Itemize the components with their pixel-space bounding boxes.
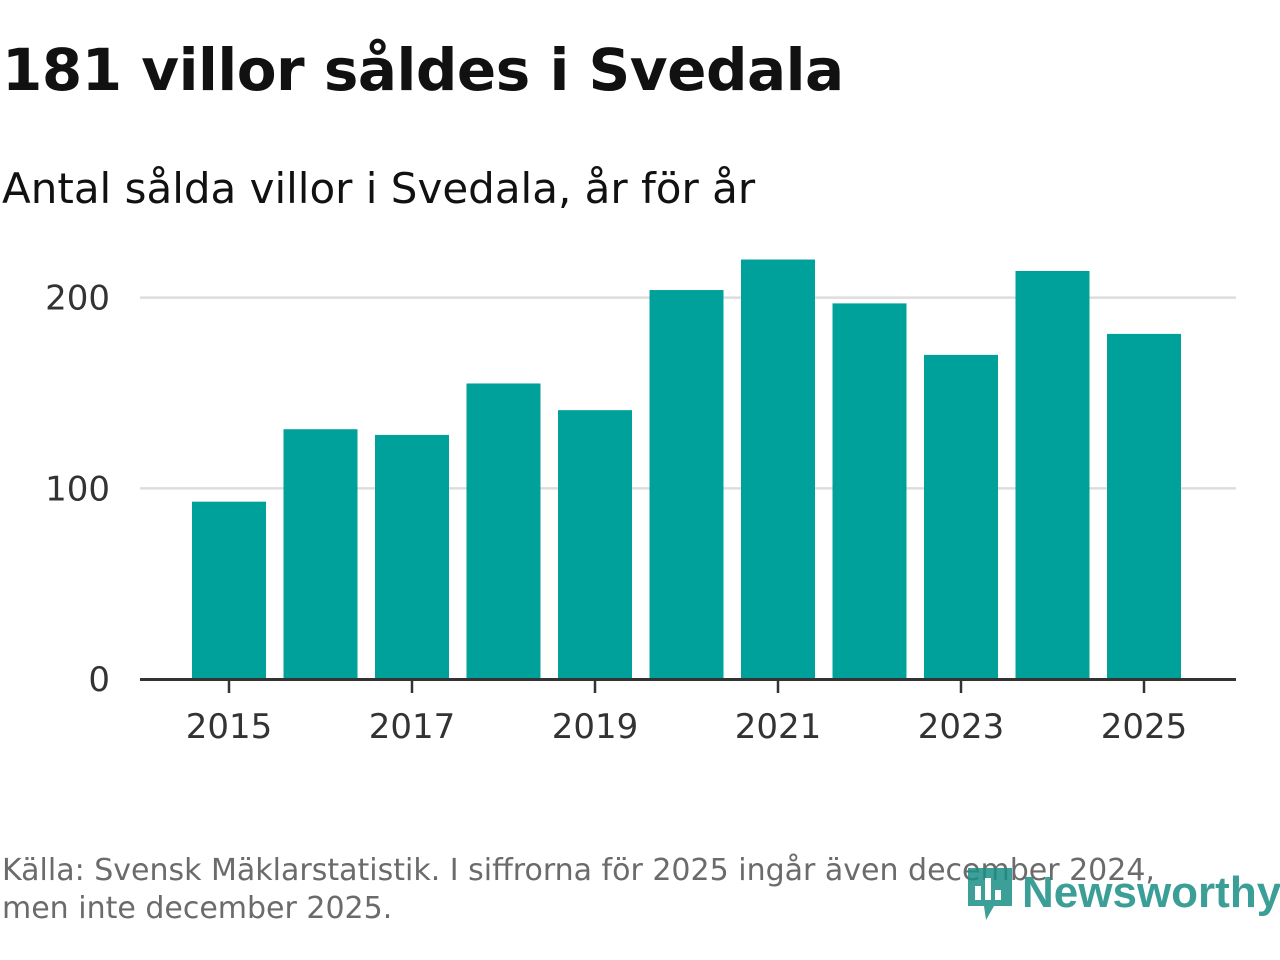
x-tick-label-2023: 2023 — [918, 707, 1005, 747]
logo-text: Newsworthy — [1022, 868, 1280, 917]
bar-2018 — [466, 383, 541, 679]
chart-subtitle: Antal sålda villor i Svedala, år för år — [2, 164, 756, 213]
bar-2019 — [558, 410, 632, 679]
newsworthy-logo-icon — [968, 868, 1012, 920]
y-tick-label-200: 200 — [45, 279, 110, 319]
bar-2016 — [283, 429, 358, 679]
bar-2024 — [1015, 270, 1090, 679]
x-tick-label-2015: 2015 — [186, 707, 273, 747]
bar-chart: 0 100 200 2015 2017 2019 2021 2023 2025 — [45, 259, 1236, 747]
x-tick-label-2019: 2019 — [552, 707, 639, 747]
bar-2022 — [832, 303, 907, 679]
bar-2025 — [1107, 333, 1181, 679]
newsworthy-logo: Newsworthy — [964, 862, 1280, 924]
bar-2017 — [375, 434, 449, 679]
bar-2023 — [924, 354, 998, 679]
x-tick-label-2021: 2021 — [735, 707, 822, 747]
bar-2021 — [741, 259, 815, 679]
y-tick-label-100: 100 — [45, 469, 110, 509]
chart-title: 181 villor såldes i Svedala — [2, 36, 844, 104]
x-tick-label-2017: 2017 — [369, 707, 456, 747]
source-note: Källa: Svensk Mäklarstatistik. I siffror… — [2, 853, 1155, 926]
bar-2020 — [649, 290, 724, 679]
y-tick-label-0: 0 — [88, 660, 110, 700]
bar-2015 — [192, 501, 266, 679]
x-tick-label-2025: 2025 — [1101, 707, 1188, 747]
